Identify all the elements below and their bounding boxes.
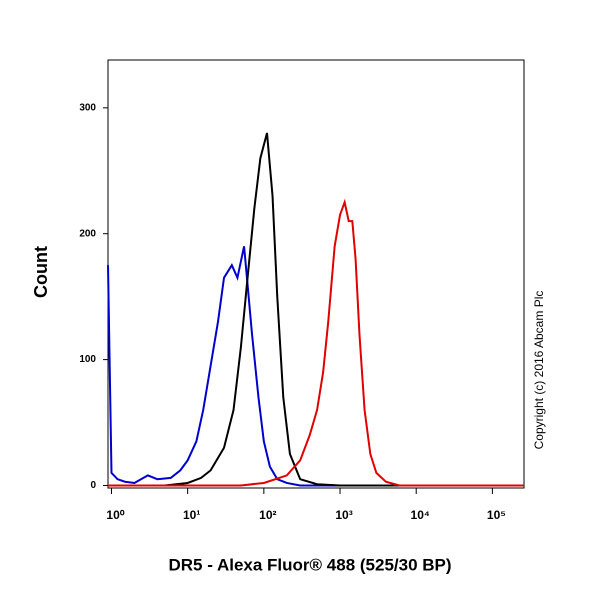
x-tick-label: 10⁵ [487, 508, 506, 522]
y-tick-label: 0 [90, 480, 96, 491]
x-axis-label: DR5 - Alexa Fluor® 488 (525/30 BP) [168, 555, 451, 574]
x-tick-label: 10³ [335, 508, 352, 522]
histogram-line [164, 132, 524, 487]
histogram-line [108, 198, 524, 487]
x-tick-label: 10⁴ [411, 508, 430, 522]
copyright: Copyright (c) 2016 Abcam Plc [532, 291, 546, 450]
y-tick-label: 200 [79, 228, 96, 239]
x-tick-label: 10² [259, 508, 276, 522]
plot-frame [107, 59, 525, 489]
x-tick-label: 10¹ [183, 508, 200, 522]
y-axis-label: Count [31, 246, 51, 298]
y-tick-label: 100 [79, 354, 96, 365]
x-tick-label: 10⁰ [106, 508, 124, 522]
histogram-line [107, 246, 524, 487]
y-tick-label: 300 [79, 102, 96, 113]
